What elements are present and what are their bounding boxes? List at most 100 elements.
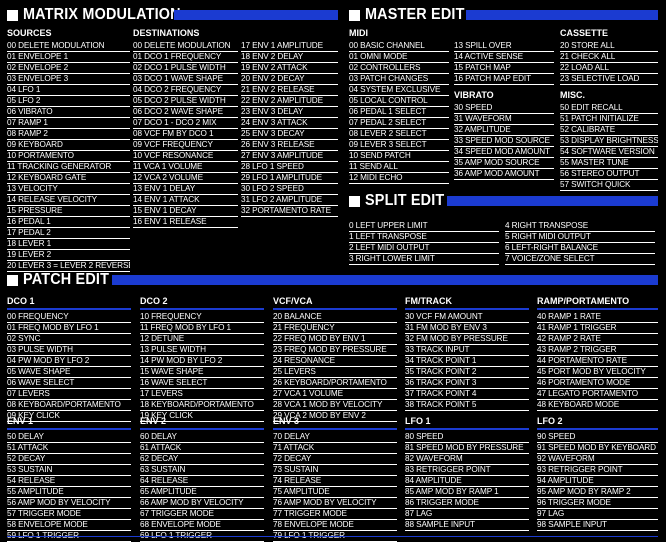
list-item: 91 SPEED MOD BY KEYBOARD	[537, 443, 658, 454]
list-item: 19 ENV 2 ATTACK	[241, 63, 338, 74]
list-item: 66 AMP MOD BY VELOCITY	[140, 498, 264, 509]
list-item: 11 TRACKING GENERATOR	[7, 162, 130, 173]
list-item: 41 RAMP 1 TRIGGER	[537, 323, 658, 334]
list-item: 15 PRESSURE	[7, 206, 130, 217]
list-item: 26 KEYBOARD/PORTAMENTO	[273, 378, 397, 389]
list-item: 10 PORTAMENTO	[7, 151, 130, 162]
list-item: 11 FREQ MOD BY LFO 1	[140, 323, 264, 334]
list-item: 46 PORTAMENTO MODE	[537, 378, 658, 389]
list-item: 21 CHECK ALL	[560, 52, 658, 63]
list-item: 50 DELAY	[7, 432, 131, 443]
list-item: 08 VCF FM BY DCO 1	[133, 129, 238, 140]
list-item: 02 DCO 1 PULSE WIDTH	[133, 63, 238, 74]
list-item: 03 DCO 1 WAVE SHAPE	[133, 74, 238, 85]
list-item: 13 PULSE WIDTH	[140, 345, 264, 356]
list-item: 30 SPEED	[454, 103, 554, 114]
list-item: 27 ENV 3 AMPLITUDE	[241, 151, 338, 162]
list-item: 20 STORE ALL	[560, 41, 658, 52]
sources-heading: SOURCES	[7, 28, 52, 38]
list-item: 85 AMP MOD BY RAMP 1	[405, 487, 529, 498]
list-item: 10 FREQUENCY	[140, 312, 264, 323]
list-item: 44 PORTAMENTO RATE	[537, 356, 658, 367]
split-edit-label: SPLIT EDIT	[365, 192, 445, 209]
list-item: 70 DELAY	[273, 432, 397, 443]
bottom-rule	[7, 536, 658, 537]
patch-edit-label: PATCH EDIT	[23, 271, 110, 288]
vcf-vca-heading: VCF/VCA	[273, 296, 397, 310]
list-item: 0 LEFT UPPER LIMIT	[349, 221, 499, 232]
list-item: 28 LFO 1 SPEED	[241, 162, 338, 173]
list-item: 00 DELETE MODULATION	[7, 41, 130, 52]
list-item: 36 TRACK POINT 3	[405, 378, 529, 389]
list-item: 86 TRIGGER MODE	[405, 498, 529, 509]
list-item: 20 BALANCE	[273, 312, 397, 323]
list-item: 92 WAVEFORM	[537, 454, 658, 465]
list-item: 38 TRACK POINT 5	[405, 400, 529, 411]
list-item: 11 SEND ALL	[349, 162, 449, 173]
list-item: 17 LEVERS	[140, 389, 264, 400]
lfo1-group: LFO 1 80 SPEED 81 SPEED MOD BY PRESSURE 82…	[405, 416, 529, 531]
ramp-portamento-list: 40 RAMP 1 RATE 41 RAMP 1 TRIGGER 42 RAMP 2…	[537, 312, 658, 411]
split-group-1: 0 LEFT UPPER LIMIT 1 LEFT TRANSPOSE 2 LEFT…	[349, 219, 499, 265]
list-item: 29 LFO 1 AMPLITUDE	[241, 173, 338, 184]
list-item: 63 SUSTAIN	[140, 465, 264, 476]
list-item: 28 VCA 1 MOD BY VELOCITY	[273, 400, 397, 411]
env2-list: 60 DELAY 61 ATTACK 62 DECAY 63 SUSTAIN 64 RE…	[140, 432, 264, 542]
list-item: 48 KEYBOARD MODE	[537, 400, 658, 411]
list-item: 36 AMP MOD AMOUNT	[454, 169, 554, 180]
list-item: 96 TRIGGER MODE	[537, 498, 658, 509]
env2-group: ENV 2 60 DELAY 61 ATTACK 62 DECAY 63 SUSTAI…	[140, 416, 264, 542]
list-item: 32 PORTAMENTO RATE	[241, 206, 338, 217]
list-item: 33 SPEED MOD SOURCE	[454, 136, 554, 147]
list-item: 19 KEY CLICK	[140, 411, 264, 422]
list-item: 06 VIBRATO	[7, 107, 130, 118]
list-item: 12 MIDI ECHO	[349, 173, 449, 184]
section-marker-icon	[7, 9, 18, 21]
list-item: 23 ENV 3 DELAY	[241, 107, 338, 118]
midi-heading: MIDI	[349, 28, 368, 38]
section-marker-icon	[7, 274, 18, 286]
list-item: 05 WAVE SHAPE	[7, 367, 131, 378]
list-item: 73 SUSTAIN	[273, 465, 397, 476]
list-item: 55 AMPLITUDE	[7, 487, 131, 498]
list-item: 35 TRACK POINT 2	[405, 367, 529, 378]
list-item: 32 FM MOD BY PRESSURE	[405, 334, 529, 345]
list-item: 1 LEFT TRANSPOSE	[349, 232, 499, 243]
list-item: 00 BASIC CHANNEL	[349, 41, 449, 52]
list-item: 3 RIGHT LOWER LIMIT	[349, 254, 499, 265]
list-item: 30 VCF FM AMOUNT	[405, 312, 529, 323]
list-item: 04 LFO 1	[7, 85, 130, 96]
list-item: 06 WAVE SELECT	[7, 378, 131, 389]
fm-track-group: FM/TRACK 30 VCF FM AMOUNT 31 FM MOD BY EN…	[405, 296, 529, 411]
fm-track-list: 30 VCF FM AMOUNT 31 FM MOD BY ENV 3 32 FM …	[405, 312, 529, 411]
list-item: 14 ACTIVE SENSE	[454, 52, 554, 63]
split-title-bar	[447, 196, 658, 206]
section-marker-icon	[349, 195, 360, 207]
fm-track-heading: FM/TRACK	[405, 296, 529, 310]
vcf-vca-list: 20 BALANCE 21 FREQUENCY 22 FREQ MOD BY ENV…	[273, 312, 397, 422]
env1-group: ENV 1 50 DELAY 51 ATTACK 52 DECAY 53 SUSTAI…	[7, 416, 131, 542]
midi-group: MIDI 00 BASIC CHANNEL 01 OMNI MODE 02 CONT…	[349, 28, 449, 184]
list-item: 72 DECAY	[273, 454, 397, 465]
list-item: 26 ENV 3 RELEASE	[241, 140, 338, 151]
list-item: 95 AMP MOD BY RAMP 2	[537, 487, 658, 498]
list-item: 52 DECAY	[7, 454, 131, 465]
list-item: 21 ENV 2 RELEASE	[241, 85, 338, 96]
patch-edit-title: PATCH EDIT	[7, 271, 119, 288]
list-item: 05 LOCAL CONTROL	[349, 96, 449, 107]
list-item: 01 FREQ MOD BY LFO 1	[7, 323, 131, 334]
list-item: 29 VCA 2 MOD BY ENV 2	[273, 411, 397, 422]
env3-list: 70 DELAY 71 ATTACK 72 DECAY 73 SUSTAIN 74 RE…	[273, 432, 397, 542]
list-item: 08 RAMP 2	[7, 129, 130, 140]
list-item: 16 PEDAL 1	[7, 217, 130, 228]
list-item: 61 ATTACK	[140, 443, 264, 454]
list-item: 60 DELAY	[140, 432, 264, 443]
list-item: 06 DCO 2 WAVE SHAPE	[133, 107, 238, 118]
destinations-list-1: 00 DELETE MODULATION 01 DCO 1 FREQUENCY 02…	[133, 41, 238, 228]
list-item: 01 OMNI MODE	[349, 52, 449, 63]
list-item: 62 DECAY	[140, 454, 264, 465]
list-item: 76 AMP MOD BY VELOCITY	[273, 498, 397, 509]
list-item: 18 ENV 2 DELAY	[241, 52, 338, 63]
list-item: 17 PEDAL 2	[7, 228, 130, 239]
vibrato-group: VIBRATO 30 SPEED 31 WAVEFORM 32 AMPLITUDE 3…	[454, 90, 554, 180]
